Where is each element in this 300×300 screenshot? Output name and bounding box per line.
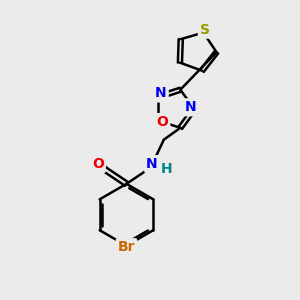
Text: O: O xyxy=(92,157,104,171)
Text: N: N xyxy=(146,157,158,171)
Text: S: S xyxy=(200,23,210,37)
Text: N: N xyxy=(185,100,197,114)
Text: H: H xyxy=(161,162,172,176)
Text: O: O xyxy=(156,115,168,129)
Text: Br: Br xyxy=(118,240,135,254)
Text: N: N xyxy=(155,86,167,100)
